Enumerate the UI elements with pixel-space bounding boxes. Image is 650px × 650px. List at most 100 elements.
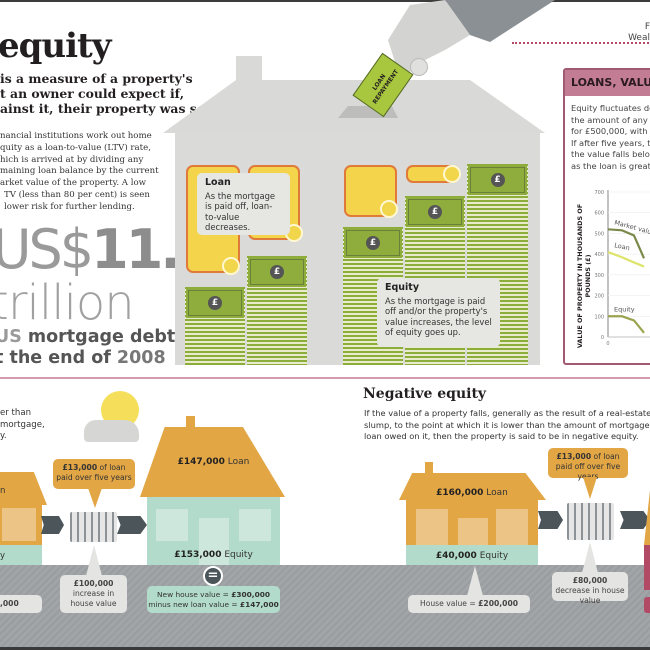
seal-icon xyxy=(380,200,398,218)
equity-box-text: As the mortgage is paid off and/or the p… xyxy=(385,295,492,338)
pound-icon: £ xyxy=(270,265,284,279)
x-tick-label: 0 xyxy=(606,341,609,347)
left-house-value: ,000 xyxy=(0,595,42,613)
dotted-rule xyxy=(512,42,650,44)
formula-text: New house value = xyxy=(157,590,232,599)
callout-text: increase in house value xyxy=(70,589,117,608)
next-house-box xyxy=(644,597,650,613)
panel-line: If after five years, the xyxy=(571,137,650,148)
series-line-equity xyxy=(608,315,645,334)
y-tick-label: 200 xyxy=(594,294,604,300)
calendar-icon xyxy=(70,512,117,542)
stat-caption: US mortgage debt t the end of 2008 xyxy=(0,327,175,369)
stat-unit: trillion xyxy=(0,275,135,331)
y-tick-label: 100 xyxy=(594,314,604,320)
callout-bold: £13,000 xyxy=(556,452,592,461)
callout-bold: £80,000 xyxy=(572,576,608,585)
negative-equity-title: Negative equity xyxy=(363,386,487,402)
series-label: Equity xyxy=(614,305,635,313)
intro-subtitle: is a measure of a property's t an owner … xyxy=(0,71,223,116)
subtitle-line: t an owner could expect if, xyxy=(0,86,185,101)
left-house-equity-label: y xyxy=(0,551,6,561)
left-house-loan: n xyxy=(0,486,6,496)
equity-box-title: Equity xyxy=(385,282,420,293)
bottom-rule xyxy=(0,647,650,650)
banknote: £ xyxy=(186,288,244,318)
stat-prefix: US$ xyxy=(0,218,94,281)
neg-house-chimney xyxy=(425,462,433,476)
value-bold: £200,000 xyxy=(478,599,519,608)
series-line-market-value xyxy=(607,228,646,259)
banknote: £ xyxy=(248,257,306,287)
loan-label: Loan xyxy=(483,488,508,498)
stat-caption-bold: US xyxy=(0,327,22,347)
callout-bold: £13,000 xyxy=(62,463,98,472)
house-value-box: House value = £200,000 xyxy=(408,595,530,613)
new-house-loan: £147,000 Loan xyxy=(147,457,280,467)
loan-info-box: Loan As the mortgage is paid off, loan-t… xyxy=(197,173,290,235)
y-tick-label: 0 xyxy=(601,335,604,341)
side-panel xyxy=(563,68,650,365)
stat-caption-text: t the end of xyxy=(0,348,117,368)
panel-line: for £500,000, with a l xyxy=(571,126,650,136)
subtitle-line: is a measure of a property's xyxy=(0,71,193,86)
side-panel-title: LOANS, VALU xyxy=(565,70,650,96)
loan-box-title: Loan xyxy=(205,177,231,188)
body-line: maining loan balance by the current xyxy=(0,166,159,177)
formula-bold: £300,000 xyxy=(231,590,270,599)
neg-house-loan: £160,000 Loan xyxy=(406,488,538,498)
left-house-roof xyxy=(0,472,47,505)
money-stack: £ xyxy=(185,287,245,365)
seal-icon xyxy=(222,257,240,275)
equals-icon: = xyxy=(203,566,223,586)
calendar-icon xyxy=(567,503,614,540)
text-line: loan owed on it, then the property is sa… xyxy=(364,431,639,441)
value-text: House value = xyxy=(419,599,479,608)
panel-line: as the loan is greater t xyxy=(571,160,650,171)
callout-pointer xyxy=(583,477,597,499)
arrow-icon xyxy=(41,516,64,534)
stat-caption-text: mortgage debt xyxy=(21,327,176,347)
left-house-body xyxy=(0,505,42,545)
house-illustration xyxy=(163,0,555,133)
negative-equity-text: If the value of a property falls, genera… xyxy=(364,408,650,443)
side-panel-text: Equity fluctuates dep the amount of any … xyxy=(571,103,650,172)
new-house-chimney xyxy=(186,416,195,430)
callout-text: of loan paid over five years xyxy=(56,463,132,482)
positive-intro: er than mortgage, y. xyxy=(0,408,45,443)
neg-house-body xyxy=(406,500,538,565)
subtitle-line: ainst it, their property was sold. xyxy=(0,101,223,116)
body-line: quity as a loan-to-value (LTV) rate, xyxy=(0,142,151,153)
loan-paid-callout: £13,000 of loan paid off over five years xyxy=(548,448,628,481)
loan-amount: £147,000 xyxy=(177,457,225,467)
body-line: TV (less than 80 per cent) is seen xyxy=(4,189,150,200)
value-decrease-box: £80,000 decrease in house value xyxy=(552,572,628,605)
neg-house-equity-label: £40,000 Equity xyxy=(406,551,538,561)
loan-paid-callout: £13,000 of loan paid over five years xyxy=(53,459,135,489)
next-house-roof xyxy=(644,490,650,545)
new-house-equity: £153,000 Equity xyxy=(147,550,280,560)
equity-label: Equity xyxy=(476,551,509,561)
y-tick-label: 700 xyxy=(594,190,604,196)
equity-amount: £153,000 xyxy=(174,550,222,560)
sleeve xyxy=(445,0,555,42)
callout-text: of loan paid off over five years xyxy=(555,452,621,481)
neg-house-equity xyxy=(406,545,538,565)
money-stack: £ xyxy=(247,256,307,365)
body-line: arket value of the property. A low xyxy=(0,178,147,189)
thumb xyxy=(410,58,428,76)
pound-icon: £ xyxy=(428,205,442,219)
loan-label: Loan xyxy=(224,457,250,467)
page-title: equity xyxy=(0,26,112,66)
panel-line: the amount of any m xyxy=(571,114,650,125)
arrow-icon xyxy=(117,516,147,534)
body-line: hich is arrived at by dividing any xyxy=(0,154,144,165)
intro-line: y. xyxy=(0,431,7,441)
loan-amount: £160,000 xyxy=(436,488,484,498)
y-tick-label: 300 xyxy=(594,273,604,279)
intro-line: mortgage, xyxy=(0,419,45,430)
panel-line: Equity fluctuates dep xyxy=(571,103,650,113)
stat-caption-year: 2008 xyxy=(116,348,166,368)
value-increase-box: £100,000 increase in house value xyxy=(60,575,127,613)
